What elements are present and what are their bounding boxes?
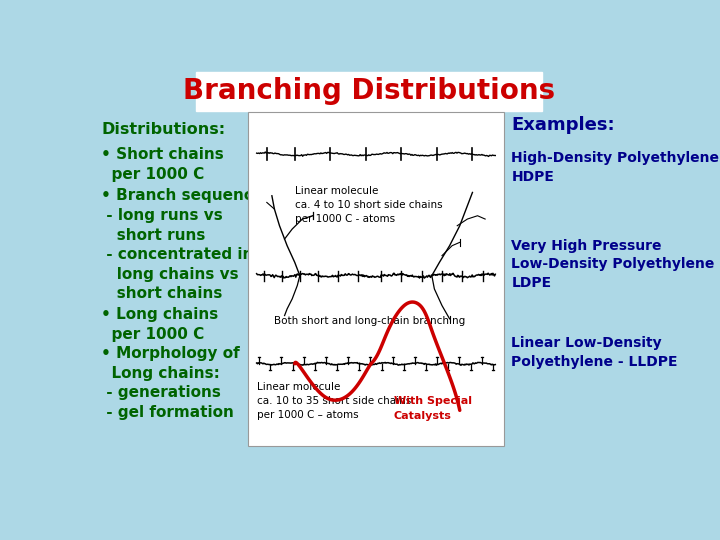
Text: HDPE: HDPE (511, 170, 554, 184)
Text: Linear molecule: Linear molecule (294, 186, 378, 196)
Text: - long runs vs: - long runs vs (101, 208, 223, 223)
Text: per 1000 C - atoms: per 1000 C - atoms (294, 214, 395, 224)
Text: Very High Pressure: Very High Pressure (511, 239, 662, 253)
Text: • Short chains: • Short chains (101, 147, 224, 161)
Text: Linear Low-Density: Linear Low-Density (511, 336, 662, 350)
Text: Branching Distributions: Branching Distributions (183, 77, 555, 105)
Text: per 1000 C: per 1000 C (101, 167, 204, 183)
Text: High-Density Polyethylene: High-Density Polyethylene (511, 151, 719, 165)
Text: Catalysts: Catalysts (394, 410, 451, 421)
Text: short chains: short chains (101, 286, 222, 301)
Text: • Morphology of: • Morphology of (101, 346, 240, 361)
Text: With Special: With Special (394, 396, 472, 406)
Text: Long chains:: Long chains: (101, 366, 220, 381)
Text: - generations: - generations (101, 386, 221, 400)
FancyBboxPatch shape (248, 112, 504, 446)
Text: LDPE: LDPE (511, 276, 552, 290)
Text: per 1000 C – atoms: per 1000 C – atoms (256, 410, 359, 420)
Text: Low-Density Polyethylene: Low-Density Polyethylene (511, 258, 715, 272)
Text: Linear molecule: Linear molecule (256, 382, 340, 392)
Text: short runs: short runs (101, 228, 205, 243)
Text: per 1000 C: per 1000 C (101, 327, 204, 342)
Text: Examples:: Examples: (511, 116, 615, 134)
Text: Distributions:: Distributions: (101, 122, 225, 137)
Text: Polyethylene - LLDPE: Polyethylene - LLDPE (511, 355, 678, 369)
Text: - concentrated in: - concentrated in (101, 247, 253, 262)
Text: Both short and long-chain branching: Both short and long-chain branching (274, 315, 466, 326)
Text: ca. 4 to 10 short side chains: ca. 4 to 10 short side chains (294, 200, 442, 210)
Text: long chains vs: long chains vs (101, 267, 239, 282)
Text: • Branch sequence: • Branch sequence (101, 188, 264, 203)
FancyBboxPatch shape (196, 72, 542, 111)
Text: ca. 10 to 35 short side chains: ca. 10 to 35 short side chains (256, 396, 411, 406)
Text: • Long chains: • Long chains (101, 307, 218, 322)
Text: - gel formation: - gel formation (101, 405, 234, 420)
